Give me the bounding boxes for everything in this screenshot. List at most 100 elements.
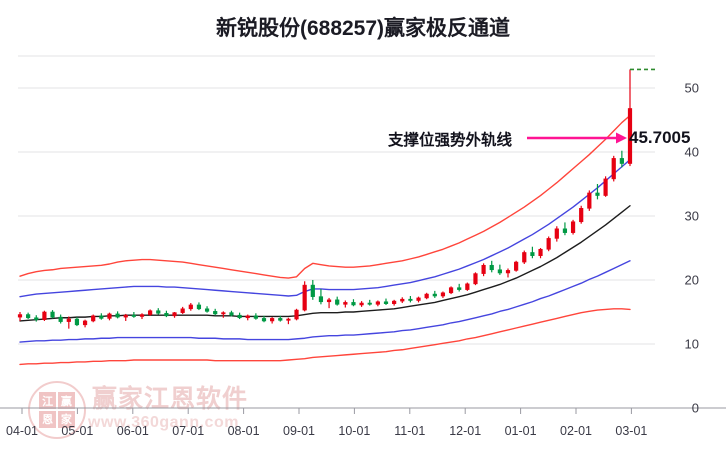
candle-body [392, 300, 397, 304]
candle-body [538, 248, 543, 256]
candle-body [448, 287, 454, 294]
candle-body [237, 314, 242, 319]
candle-body [546, 238, 551, 250]
seal-char-4: 家 [57, 410, 75, 428]
candle-body [530, 252, 535, 256]
candle-body [270, 318, 275, 322]
x-axis-tick-label: 07-01 [172, 424, 205, 438]
candle-body [424, 293, 429, 299]
candle-body [619, 158, 624, 164]
x-axis-tick-label: 04-01 [6, 424, 38, 438]
candle-body [253, 315, 258, 319]
candle-body [489, 264, 494, 271]
candle-body [603, 178, 608, 196]
candle-body [432, 293, 437, 297]
x-axis-tick-label: 09-01 [283, 424, 315, 438]
channel-line [19, 158, 631, 298]
y-axis-tick-label: 20 [684, 272, 699, 288]
y-axis-tick-label: 30 [684, 208, 699, 224]
candle-body [302, 284, 307, 311]
candle-body [91, 315, 96, 322]
page-title: 新锐股份(688257)赢家极反通道 [215, 17, 511, 40]
y-axis-tick-label: 40 [684, 144, 699, 160]
annotation-value: 45.7005 [629, 128, 691, 147]
candle-body [164, 312, 169, 317]
candle-body [213, 311, 218, 315]
candle-body [473, 273, 478, 285]
candle-body [139, 314, 145, 317]
candle-body [58, 316, 63, 322]
seal-characters: 江 赢 恩 家 [39, 392, 75, 428]
x-axis-tick-label: 05-01 [61, 424, 94, 438]
candle-body [261, 318, 267, 322]
candle-body [579, 208, 584, 223]
candle-body [229, 312, 234, 316]
candle-body [440, 292, 446, 297]
candle-body [416, 297, 421, 301]
candle-body [611, 158, 616, 180]
candle-body [148, 310, 153, 315]
seal-ring [28, 381, 86, 439]
channel-line [19, 260, 631, 343]
candle-body [505, 270, 511, 274]
channel-line [19, 205, 631, 322]
candle-body [587, 192, 592, 209]
x-axis-tick-label: 03-01 [615, 424, 648, 438]
candle-body [123, 314, 128, 318]
candle-body [375, 301, 380, 305]
x-axis-tick-label: 08-01 [227, 424, 260, 438]
candle-body [359, 302, 364, 306]
candle-body [326, 299, 332, 303]
candle-body [278, 318, 283, 321]
candle-body [107, 313, 112, 319]
candle-body [180, 308, 185, 313]
x-axis-tick-label: 06-01 [116, 424, 149, 438]
candle-body [570, 221, 576, 233]
x-axis-tick-label: 10-01 [338, 424, 371, 438]
candle-body [457, 287, 462, 290]
candle-body [204, 308, 210, 312]
seal-char-3: 恩 [39, 410, 57, 428]
candle-body [99, 315, 104, 319]
x-axis-tick-label: 12-01 [449, 424, 482, 438]
candle-body [335, 299, 340, 305]
y-axis-tick-label: 10 [684, 336, 699, 352]
annotation-arrow-head [616, 132, 627, 144]
candle-body [562, 228, 568, 233]
candle-body [245, 315, 250, 319]
candle-body [554, 228, 559, 239]
candle-body [294, 309, 299, 320]
candle-body [188, 304, 193, 310]
candle-body [17, 314, 23, 318]
y-axis-tick-label: 0 [691, 400, 699, 416]
y-axis-tick-label: 50 [684, 80, 699, 96]
candle-body [286, 318, 291, 321]
candle-body [627, 108, 633, 164]
candle-body [82, 320, 88, 326]
candle-body [172, 312, 177, 317]
candle-body [400, 298, 405, 302]
candle-body [595, 192, 600, 196]
candle-body [66, 318, 71, 322]
candle-body [115, 313, 120, 318]
annotation-label: 支撑位强势外轨线 [388, 132, 513, 149]
candle-body [343, 302, 348, 305]
candle-body [497, 269, 502, 274]
candle-body [522, 252, 527, 263]
candle-body [310, 284, 315, 297]
watermark-url-text: www.360gann.com [88, 414, 239, 431]
x-axis-tick-label: 02-01 [560, 424, 592, 438]
candle-body [481, 264, 486, 274]
candle-body [74, 318, 80, 326]
candle-body [156, 310, 161, 314]
candle-body [196, 304, 202, 310]
candle-body [408, 298, 413, 301]
candle-body [42, 311, 47, 320]
x-axis-tick-label: 01-01 [504, 424, 537, 438]
candle-body [50, 311, 55, 318]
candle-body [221, 312, 226, 315]
candle-body [26, 314, 31, 319]
